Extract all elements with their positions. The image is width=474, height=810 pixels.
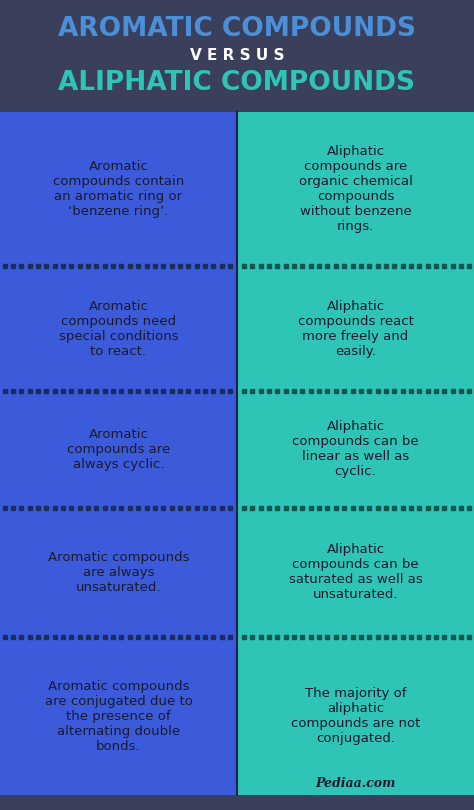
Text: ALIPHATIC COMPOUNDS: ALIPHATIC COMPOUNDS [58, 70, 416, 96]
Text: Aliphatic
compounds can be
linear as well as
cyclic.: Aliphatic compounds can be linear as wel… [292, 420, 419, 479]
Bar [0, 508, 237, 637]
Bar [237, 508, 474, 637]
Text: Pediaa.com: Pediaa.com [315, 777, 396, 790]
Bar [237, 391, 474, 508]
Text: V E R S U S: V E R S U S [190, 48, 284, 62]
Text: Aliphatic
compounds react
more freely and
easily.: Aliphatic compounds react more freely an… [298, 300, 413, 357]
Text: Aromatic
compounds contain
an aromatic ring or
‘benzene ring’.: Aromatic compounds contain an aromatic r… [53, 160, 184, 218]
Bar [237, 266, 474, 391]
Bar [0, 637, 237, 795]
Text: Aromatic
compounds are
always cyclic.: Aromatic compounds are always cyclic. [67, 428, 170, 471]
Text: AROMATIC COMPOUNDS: AROMATIC COMPOUNDS [58, 16, 416, 42]
Text: Aromatic
compounds need
special conditions
to react.: Aromatic compounds need special conditio… [59, 300, 178, 357]
Bar [237, 112, 474, 266]
Bar [0, 391, 237, 508]
Text: Aliphatic
compounds are
organic chemical
compounds
without benzene
rings.: Aliphatic compounds are organic chemical… [299, 145, 412, 233]
Text: Aromatic compounds
are always
unsaturated.: Aromatic compounds are always unsaturate… [48, 551, 189, 594]
Text: Aliphatic
compounds can be
saturated as well as
unsaturated.: Aliphatic compounds can be saturated as … [289, 544, 422, 601]
Text: The majority of
aliphatic
compounds are not
conjugated.: The majority of aliphatic compounds are … [291, 687, 420, 745]
Bar [0, 266, 237, 391]
Bar [237, 637, 474, 795]
Text: Aromatic compounds
are conjugated due to
the presence of
alternating double
bond: Aromatic compounds are conjugated due to… [45, 680, 192, 752]
Bar [0, 112, 237, 266]
